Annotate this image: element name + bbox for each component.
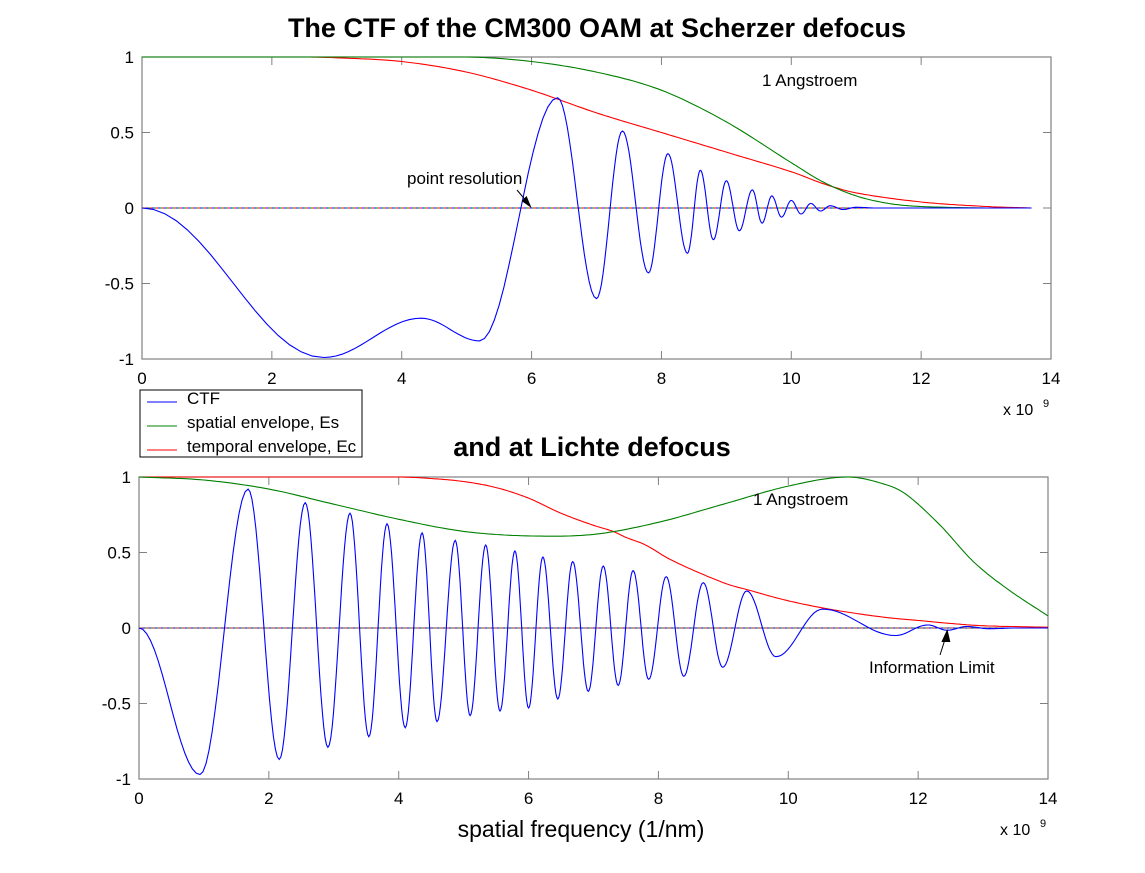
legend-box [139,389,363,458]
series-spatial [142,56,1032,209]
y-tick-label: -0.5 [105,275,134,294]
series-spatial [138,476,1049,617]
series-ctf [138,488,1048,776]
chart-title: The CTF of the CM300 OAM at Scherzer def… [288,13,906,43]
legend: CTF spatial envelope, Es temporal envelope… [139,389,363,458]
x-tick-label: 8 [657,369,666,388]
annotation-information-limit: Information Limit [869,658,995,677]
annotation-1-angstroem: 1 Angstroem [762,71,857,90]
y-tick-label: 1 [125,48,134,67]
y-tick-label: 0 [122,619,131,638]
x-tick-label: 0 [134,789,143,808]
x-tick-label: 14 [1042,369,1061,388]
x-tick-label: 14 [1039,789,1058,808]
series-temporal [142,56,1032,209]
legend-entry-temporal: temporal envelope, Ec [187,437,357,456]
legend-entry-spatial: spatial envelope, Es [187,413,339,432]
series-temporal [139,476,1048,628]
arrow-head-icon [941,629,951,642]
plot-2: and at Lichte defocus 0 2 4 6 8 10 12 14 1 0.5 0 -0.… [102,432,1058,842]
legend-entry-ctf: CTF [187,389,220,408]
x-tick-label: 2 [267,369,276,388]
x-exponent: 9 [1043,398,1049,410]
annotation-1-angstroem: 1 Angstroem [753,490,848,509]
x-exponent: 9 [1040,818,1046,830]
chart-title: and at Lichte defocus [453,432,731,462]
y-tick-label: -1 [116,770,131,789]
x-tick-label: 12 [912,369,931,388]
annotation-point-resolution: point resolution [407,169,522,188]
x-tick-label: 6 [527,369,536,388]
x-tick-label: 10 [782,369,801,388]
y-tick-label: 1 [122,468,131,487]
x-tick-label: 0 [137,369,146,388]
series-ctf [141,97,1032,359]
x-tick-label: 4 [394,789,403,808]
x-tick-label: 12 [909,789,928,808]
x-tick-label: 4 [397,369,406,388]
plot-1: The CTF of the CM300 OAM at Scherzer def… [105,13,1061,458]
arrow-head-icon [521,196,532,208]
x-axis-label: spatial frequency (1/nm) [458,816,705,842]
x-tick-label: 6 [524,789,533,808]
y-tick-label: 0.5 [110,124,134,143]
x-exponent-label: x 10 [1003,402,1033,419]
x-tick-label: 2 [264,789,273,808]
x-exponent-label: x 10 [1000,822,1030,839]
y-tick-label: 0.5 [107,544,131,563]
y-tick-label: 0 [125,199,134,218]
x-tick-label: 10 [779,789,798,808]
x-tick-label: 8 [654,789,663,808]
y-tick-label: -1 [119,350,134,369]
y-tick-label: -0.5 [102,695,131,714]
